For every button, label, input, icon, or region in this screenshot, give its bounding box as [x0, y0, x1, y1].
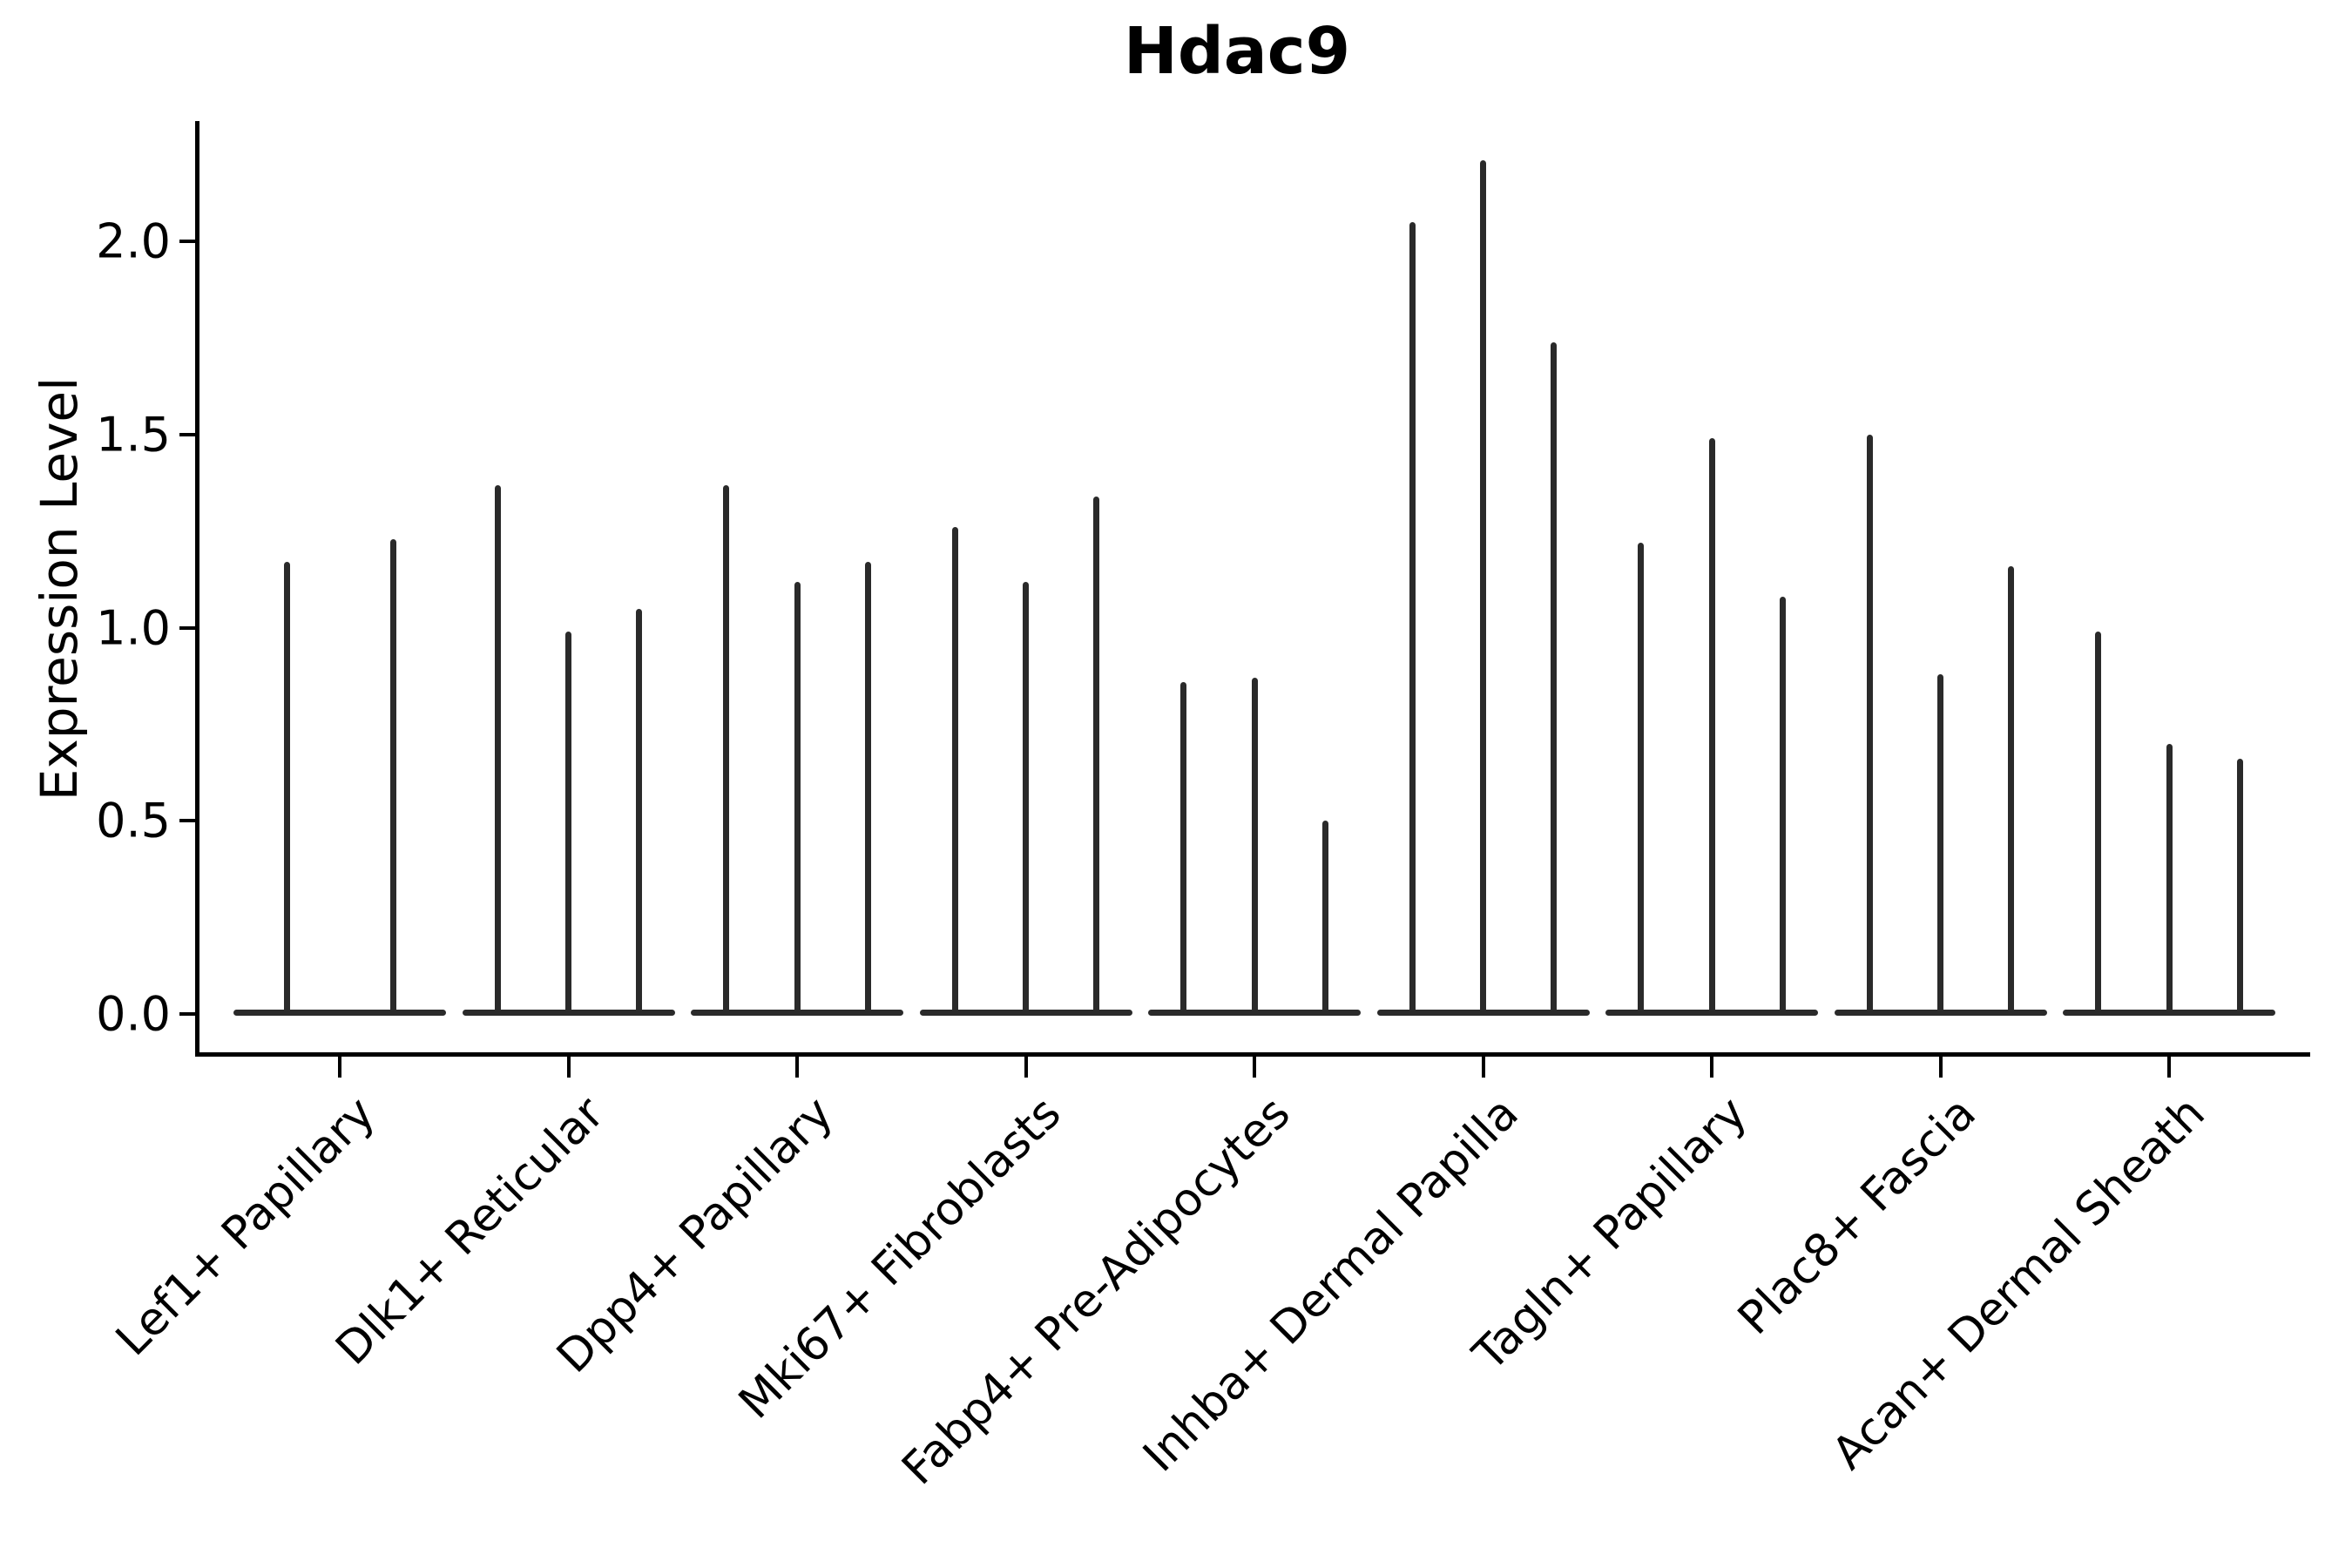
violin-spike-1-1 — [565, 632, 571, 1016]
violin-spike-7-2 — [2008, 565, 2015, 1016]
chart-title: Hdac9 — [1123, 14, 1351, 89]
violin-spike-0-1 — [389, 538, 396, 1016]
violin-spike-4-2 — [1321, 821, 1328, 1016]
y-tick-label-1.0: 1.0 — [96, 600, 171, 656]
violin-spike-3-0 — [951, 527, 958, 1016]
x-tick-mark-8 — [2167, 1057, 2171, 1078]
y-tick-mark-0.0 — [179, 1012, 195, 1016]
y-tick-mark-0.5 — [179, 819, 195, 823]
violin-spike-6-2 — [1779, 597, 1786, 1016]
x-category-label-8: Acan+ Dermal Sheath — [1821, 1087, 2215, 1480]
violin-spike-2-0 — [723, 484, 730, 1016]
violin-spike-8-2 — [2236, 759, 2243, 1016]
x-axis-spine — [195, 1052, 2310, 1057]
violin-spike-7-1 — [1937, 673, 1943, 1016]
y-tick-label-1.5: 1.5 — [96, 407, 171, 463]
x-tick-mark-2 — [795, 1057, 799, 1078]
violin-spike-1-2 — [636, 608, 643, 1016]
y-tick-label-0.5: 0.5 — [96, 793, 171, 848]
x-category-label-5: Inhba+ Dermal Papilla — [1133, 1087, 1529, 1483]
violin-spike-8-0 — [2095, 632, 2102, 1016]
violin-spike-4-1 — [1251, 678, 1258, 1016]
violin-spike-6-1 — [1708, 438, 1715, 1016]
violin-spike-6-0 — [1638, 543, 1645, 1016]
x-tick-mark-0 — [338, 1057, 341, 1078]
violin-spike-0-0 — [283, 562, 290, 1016]
y-axis-label: Expression Level — [30, 376, 89, 801]
x-category-label-7: Plac8+ Fascia — [1728, 1087, 1986, 1345]
violin-spike-4-0 — [1180, 681, 1187, 1016]
violin-spike-5-0 — [1409, 222, 1416, 1016]
x-category-label-4: Fabp4+ Pre-Adipocytes — [892, 1087, 1301, 1496]
violin-spike-3-1 — [1023, 581, 1029, 1016]
violin-spike-1-0 — [494, 484, 501, 1016]
x-tick-mark-7 — [1938, 1057, 1943, 1078]
y-tick-mark-1.5 — [179, 433, 195, 437]
y-tick-label-0.0: 0.0 — [96, 986, 171, 1042]
violin-base-0 — [233, 1010, 446, 1016]
x-tick-mark-4 — [1253, 1057, 1256, 1078]
violin-spike-5-2 — [1551, 341, 1558, 1016]
violin-spike-2-2 — [864, 562, 871, 1016]
x-tick-mark-3 — [1024, 1057, 1028, 1078]
x-tick-mark-1 — [566, 1057, 571, 1078]
y-axis-spine — [195, 121, 199, 1057]
x-tick-mark-6 — [1710, 1057, 1713, 1078]
y-tick-mark-1.0 — [179, 625, 195, 630]
violin-spike-7-0 — [1866, 435, 1873, 1016]
violin-spike-5-1 — [1480, 160, 1486, 1016]
y-tick-mark-2.0 — [179, 240, 195, 244]
violin-spike-2-1 — [794, 581, 801, 1016]
y-tick-label-2.0: 2.0 — [96, 213, 171, 269]
violin-spike-8-1 — [2166, 743, 2173, 1016]
violin-spike-3-2 — [1093, 496, 1100, 1016]
x-tick-mark-5 — [1481, 1057, 1485, 1078]
